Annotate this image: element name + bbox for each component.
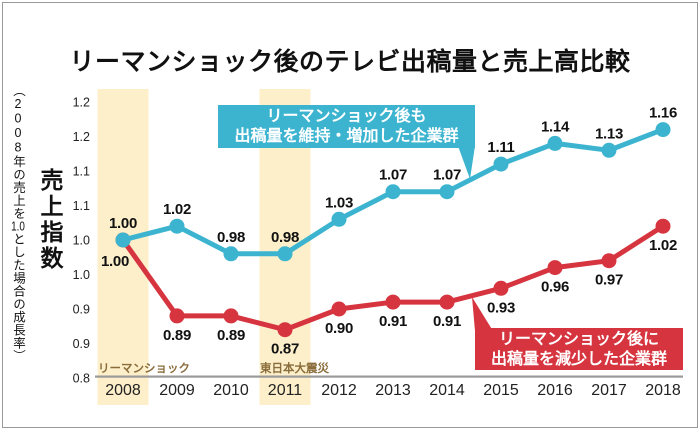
- y-axis-tick-label: 0.9: [73, 303, 90, 317]
- data-point-dot-decreased: [655, 218, 671, 234]
- data-point-label-maintained: 1.07: [379, 167, 407, 184]
- y-axis-note-part: （: [11, 84, 25, 97]
- data-point-dot-maintained: [277, 246, 293, 262]
- data-point-dot-maintained: [385, 184, 401, 200]
- x-axis-tick-label: 2014: [429, 382, 465, 399]
- x-axis-tick-label: 2010: [213, 382, 249, 399]
- data-point-label-decreased: 0.91: [433, 313, 461, 330]
- x-axis-tick-label: 2012: [321, 382, 357, 399]
- data-point-dot-maintained: [601, 142, 617, 158]
- data-point-label-decreased: 0.89: [217, 327, 245, 344]
- x-axis-tick-label: 2008: [105, 382, 141, 399]
- data-point-dot-maintained: [547, 135, 563, 151]
- data-point-label-maintained: 1.03: [325, 194, 353, 211]
- y-axis-tick-label: 0.8: [73, 372, 90, 386]
- x-axis-tick-label: 2013: [375, 382, 411, 399]
- y-axis-tick-label: 1.0: [73, 234, 90, 248]
- decreased-companies-callout: リーマンショック後に 出稿量を減少した企業群: [475, 328, 683, 370]
- data-point-dot-decreased: [439, 294, 455, 310]
- x-axis-tick-label: 2017: [591, 382, 627, 399]
- chart-title: リーマンショック後のテレビ出稿量と売上高比較: [69, 47, 631, 76]
- x-axis-tick-label: 2018: [645, 382, 681, 399]
- data-point-label-maintained: 1.11: [487, 139, 514, 156]
- y-axis-note: （2008年の売上を1.0とした場合の成長率）: [7, 84, 29, 384]
- y-axis-note-year: 2008: [11, 97, 25, 155]
- data-point-label-decreased: 1.02: [649, 237, 677, 254]
- x-axis-tick-label: 2011: [268, 382, 303, 399]
- data-point-dot-decreased: [601, 253, 617, 269]
- data-point-dot-decreased: [331, 301, 347, 317]
- data-point-dot-maintained: [331, 211, 347, 227]
- data-point-dot-decreased: [493, 280, 509, 296]
- y-axis-note-part: 年の売上を: [11, 155, 25, 220]
- data-point-label-decreased: 0.87: [271, 341, 299, 358]
- y-axis-tick-label: 1.0: [73, 268, 90, 282]
- data-point-dot-maintained: [493, 156, 509, 172]
- data-point-dot-maintained: [223, 246, 239, 262]
- data-point-label-decreased: 1.00: [101, 253, 129, 270]
- earthquake-band-label: 東日本大震災: [260, 361, 329, 375]
- data-point-label-decreased: 0.91: [379, 313, 407, 330]
- y-axis-tick-label: 0.9: [73, 337, 90, 351]
- maintained-callout-line1: リーマンショック後も: [266, 108, 427, 125]
- data-point-dot-maintained: [169, 218, 185, 234]
- decreased-callout-pointer: [472, 297, 493, 331]
- data-point-label-maintained: 1.02: [163, 201, 191, 218]
- y-axis-tick-label: 1.1: [73, 165, 90, 179]
- decreased-callout-line2: 出稿量を減少した企業群: [490, 351, 667, 368]
- data-point-dot-maintained: [655, 122, 671, 138]
- data-point-dot-decreased: [547, 260, 563, 276]
- x-axis-line: [95, 375, 683, 378]
- data-point-label-maintained: 1.13: [595, 125, 623, 142]
- data-point-label-maintained: 1.00: [109, 215, 137, 232]
- x-axis-tick-label: 2015: [483, 382, 519, 399]
- decreased-callout-line1: リーマンショック後に: [498, 331, 659, 348]
- data-point-dot-decreased: [169, 308, 185, 324]
- data-point-label-maintained: 1.07: [433, 167, 461, 184]
- y-axis-tick-label: 1.2: [73, 96, 90, 110]
- data-point-dot-maintained: [115, 232, 131, 248]
- data-point-label-maintained: 1.14: [541, 118, 570, 135]
- maintained-companies-callout: リーマンショック後も 出稿量を維持・増加した企業群: [218, 105, 475, 148]
- lehman-shock-band-label: リーマンショック: [98, 362, 190, 375]
- data-point-label-decreased: 0.93: [487, 299, 515, 316]
- x-axis-tick-label: 2009: [159, 382, 195, 399]
- data-point-label-maintained: 0.98: [217, 229, 245, 246]
- data-point-dot-decreased: [277, 322, 293, 338]
- data-point-label-maintained: 1.16: [649, 105, 677, 122]
- y-axis-note-part: とした場合の成長率）: [11, 232, 25, 363]
- data-point-label-decreased: 0.96: [541, 279, 569, 296]
- maintained-callout-pointer: [458, 146, 475, 179]
- data-point-label-decreased: 0.90: [325, 320, 353, 337]
- data-point-dot-decreased: [385, 294, 401, 310]
- data-point-label-maintained: 0.98: [271, 229, 299, 246]
- y-axis-note-ratio: 1.0: [11, 220, 25, 233]
- maintained-callout-line2: 出稿量を維持・増加した企業群: [234, 128, 459, 145]
- x-axis-tick-label: 2016: [537, 382, 573, 399]
- y-axis-tick-label: 1.1: [73, 199, 90, 213]
- data-point-label-decreased: 0.97: [595, 272, 623, 289]
- data-point-dot-maintained: [439, 184, 455, 200]
- y-axis-tick-label: 1.2: [73, 130, 90, 144]
- y-axis-title: 売上指数: [37, 168, 63, 272]
- data-point-label-decreased: 0.89: [163, 327, 191, 344]
- data-point-dot-decreased: [223, 308, 239, 324]
